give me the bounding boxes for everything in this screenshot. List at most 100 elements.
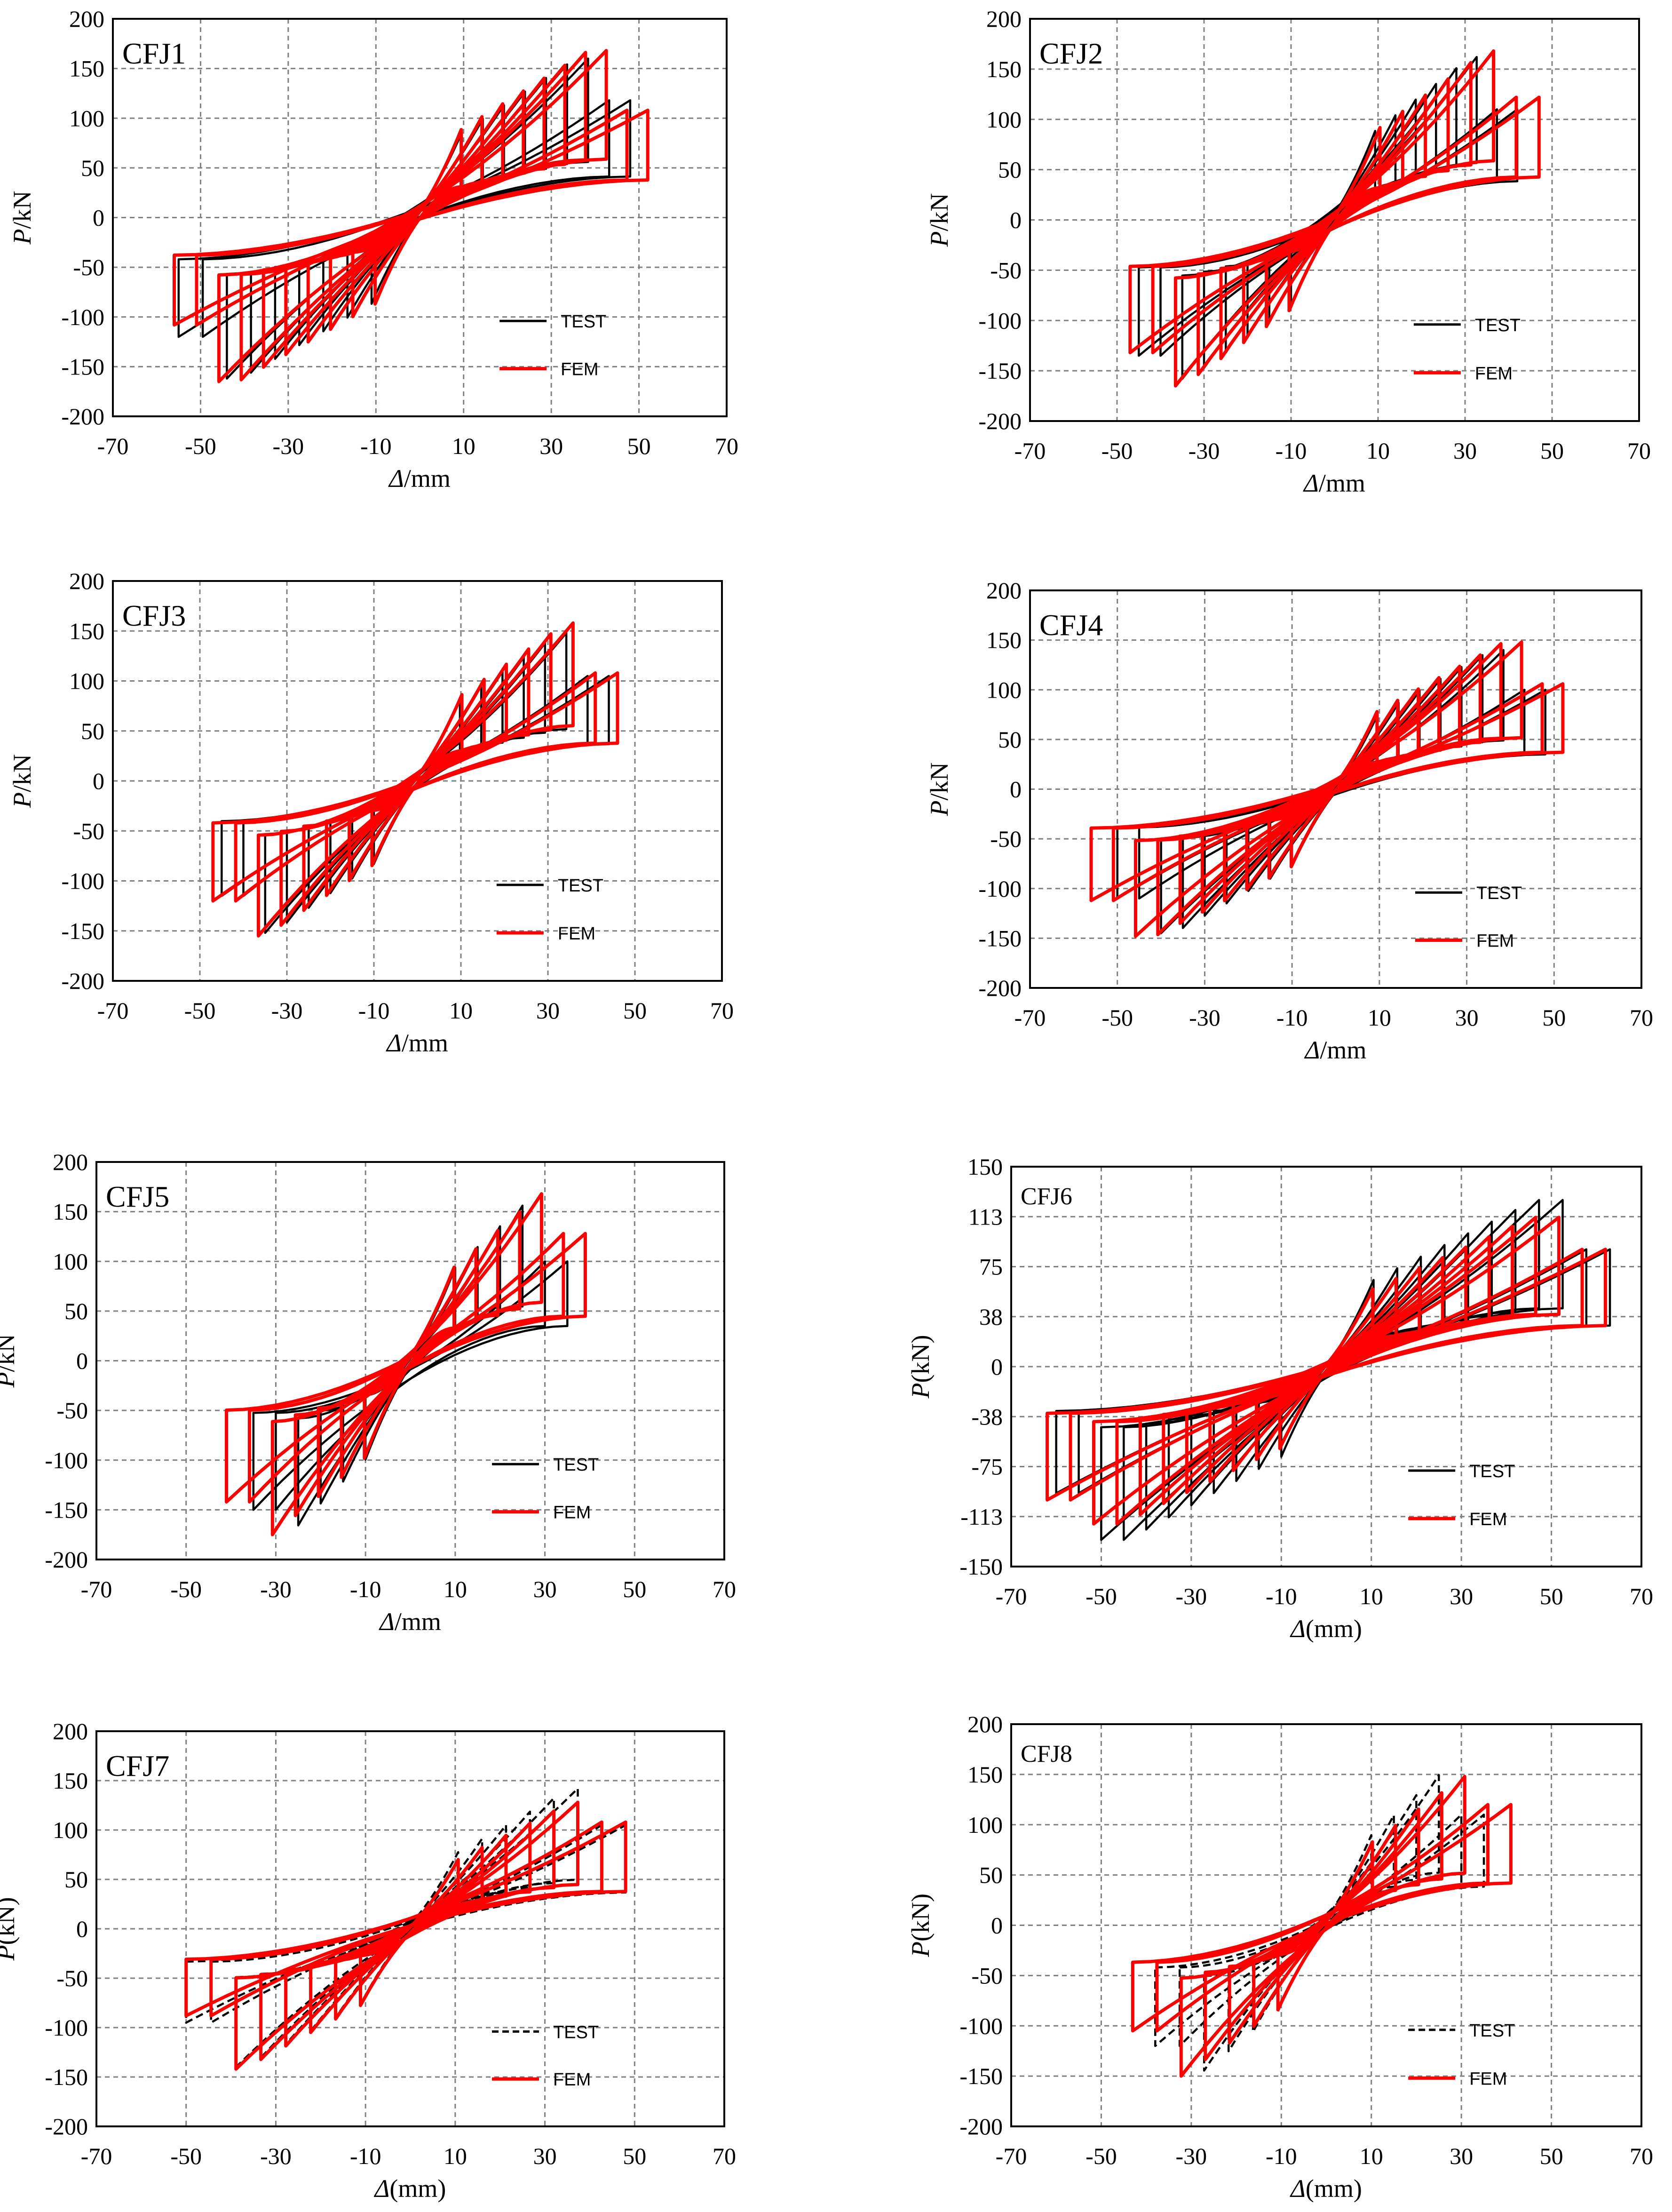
plot-frame (1010, 1723, 1642, 2127)
y-tick-label: -100 (45, 2014, 88, 2041)
series-fem (1128, 49, 1541, 388)
panel-title: CFJ4 (1039, 608, 1103, 642)
x-tick-label: 30 (1450, 1583, 1473, 1609)
hysteresis-loop (259, 1809, 556, 2061)
x-tick-label: 50 (623, 2143, 646, 2169)
x-tick-label: 50 (1540, 1583, 1563, 1609)
panel-title: CFJ5 (106, 1180, 169, 1213)
y-tick-label: -150 (959, 1553, 1003, 1580)
x-tick-label: -30 (260, 2143, 292, 2169)
x-tick-label: -10 (1266, 2143, 1297, 2169)
legend-label-test: TEST (553, 2022, 599, 2042)
chart-panel-7: CFJ7 -70 -50 -30 -10 10 30 50 70 200 150 100 50 0 -50 -… (0, 1718, 736, 2203)
y-axis-label: P(kN) (906, 1335, 935, 1399)
y-tick-label: 150 (69, 618, 104, 644)
y-tick-label: -200 (959, 2113, 1003, 2140)
x-tick-label: -10 (360, 433, 392, 459)
y-tick-label: 150 (69, 56, 104, 82)
legend: TEST FEM (1413, 316, 1521, 383)
x-tick-label: -50 (170, 1576, 202, 1602)
chart-panel-1: CFJ1 -70 -50 -30 -10 10 30 50 70 200 150 100 50 0 -50 -… (8, 6, 738, 493)
legend-label-fem: FEM (1476, 931, 1514, 951)
y-tick-label: -100 (61, 868, 104, 894)
y-tick-label: 100 (967, 1812, 1003, 1838)
x-tick-label: -10 (350, 2143, 381, 2169)
legend-label-test: TEST (1469, 1462, 1515, 1481)
x-tick-label: 10 (1360, 1583, 1383, 1609)
y-tick-label: 50 (81, 155, 104, 181)
x-tick-label: 30 (1450, 2143, 1473, 2169)
x-axis-label-unit: /mm (395, 1607, 441, 1636)
x-tick-label: 70 (710, 997, 734, 1024)
y-tick-label: 100 (986, 676, 1022, 703)
y-tick-label: -200 (45, 2113, 88, 2140)
x-tick-label: 70 (1630, 1004, 1653, 1031)
y-axis-label: P/kN (0, 1334, 20, 1388)
legend: TEST FEM (1408, 1462, 1515, 1529)
x-tick-label: 10 (1360, 2143, 1383, 2169)
y-tick-label: 0 (991, 1912, 1003, 1939)
legend-label-fem: FEM (553, 2070, 591, 2090)
legend-label-test: TEST (561, 312, 606, 332)
hysteresis-loop (235, 1787, 579, 2069)
x-axis-label-symbol: Δ (374, 2174, 390, 2203)
legend-label-test: TEST (1475, 316, 1521, 335)
hysteresis-loop (1197, 61, 1473, 376)
y-tick-label: -150 (45, 2064, 88, 2090)
x-tick-label: -70 (81, 1576, 112, 1602)
panel-title: CFJ3 (122, 599, 186, 632)
x-tick-label: -50 (1101, 1004, 1133, 1031)
x-tick-label: 70 (1630, 2143, 1653, 2169)
plot-frame (112, 18, 728, 417)
panel-title: CFJ7 (106, 1749, 169, 1782)
y-axis-label-unit: /kN (8, 754, 36, 792)
x-axis-label-symbol: Δ (1290, 2174, 1306, 2203)
y-tick-label: 150 (53, 1767, 88, 1794)
hysteresis-loop (1228, 1807, 1420, 2045)
x-axis-label: Δ/mm (1303, 469, 1365, 497)
legend: TEST FEM (492, 2022, 599, 2090)
y-axis-label-unit: /kN (8, 191, 36, 229)
hysteresis-loop (302, 647, 531, 912)
y-tick-label: 0 (76, 1916, 88, 1942)
x-tick-label: 30 (1453, 438, 1477, 464)
x-tick-label: -50 (1086, 1583, 1117, 1609)
legend-label-fem: FEM (1469, 2069, 1507, 2089)
y-tick-label: 150 (986, 56, 1022, 82)
y-tick-label: 75 (979, 1254, 1003, 1280)
chart-panel-6: CFJ6 -70 -50 -30 -10 10 30 50 70 150 113 75 38 0 -38 -7… (906, 1154, 1653, 1643)
y-axis-label-unit: /kN (0, 1334, 20, 1372)
y-tick-label: 150 (53, 1199, 88, 1225)
y-tick-label: 0 (1010, 207, 1022, 233)
y-tick-label: -150 (978, 358, 1022, 384)
hysteresis-loop (1278, 1287, 1375, 1450)
x-tick-label: -30 (271, 997, 303, 1024)
hysteresis-loop (1134, 640, 1523, 938)
x-tick-label: 50 (623, 1576, 646, 1602)
x-tick-label: -70 (1014, 438, 1046, 464)
panel-title: CFJ6 (1021, 1183, 1072, 1210)
x-tick-label: -70 (81, 2143, 112, 2169)
y-tick-label: -150 (978, 925, 1022, 951)
y-tick-label: -100 (959, 2013, 1003, 2039)
y-axis-label: P(kN) (0, 1897, 20, 1961)
hysteresis-loop (1252, 1814, 1395, 2033)
series-fem (1046, 1216, 1607, 1526)
y-tick-label: 150 (967, 1761, 1003, 1788)
hysteresis-loop (1173, 49, 1496, 388)
y-tick-label: -38 (971, 1403, 1003, 1430)
x-tick-label: -10 (1276, 438, 1307, 464)
y-axis-label-symbol: P (925, 231, 953, 247)
hysteresis-loop (184, 1820, 627, 2018)
hysteresis-loop (1089, 682, 1565, 902)
y-tick-label: -100 (978, 875, 1022, 902)
panel-title: CFJ2 (1039, 37, 1103, 70)
y-tick-label: -50 (56, 1965, 88, 1991)
x-tick-label: -50 (1086, 2143, 1117, 2169)
x-tick-label: 70 (713, 2143, 736, 2169)
hysteresis-loop (270, 1192, 543, 1536)
y-tick-label: 200 (69, 6, 104, 32)
x-tick-label: 10 (1366, 438, 1390, 464)
y-tick-label: 200 (986, 577, 1022, 604)
